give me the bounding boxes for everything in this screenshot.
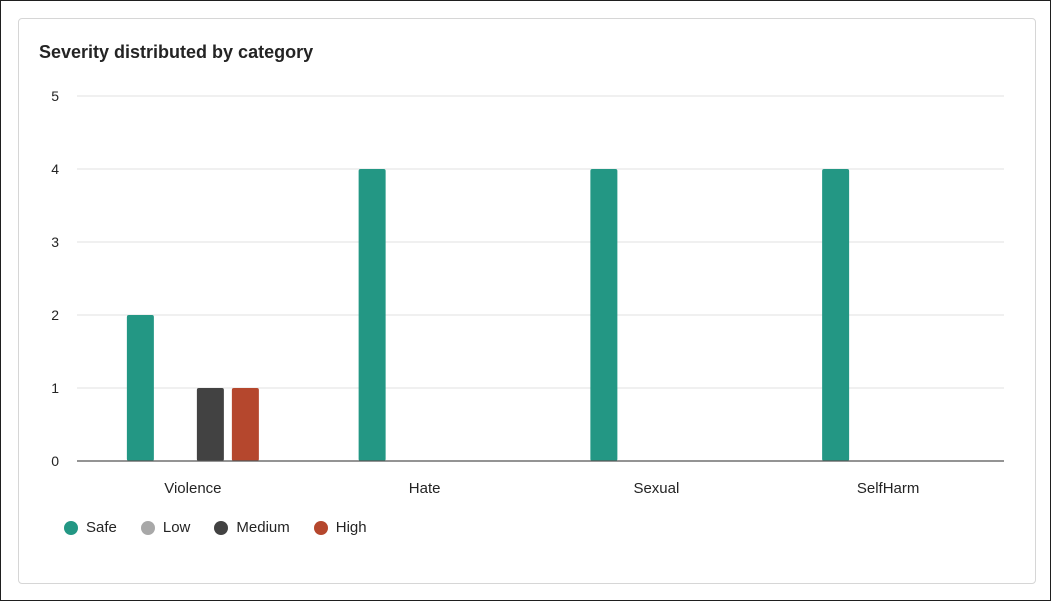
x-tick-label: Sexual [633, 480, 679, 497]
legend-item-medium[interactable]: Medium [214, 519, 290, 536]
y-tick-label: 3 [51, 234, 59, 250]
bar-medium-violence [196, 388, 224, 461]
bar-chart: 0 1 2 3 4 5 Violence Hate Sexual SelfHarm [51, 88, 1004, 497]
x-axis-ticks: Violence Hate Sexual SelfHarm [164, 480, 919, 497]
chart-title: Severity distributed by category [39, 42, 314, 62]
legend-label: Medium [236, 519, 290, 536]
legend-swatch [214, 520, 229, 535]
grid-lines [77, 95, 1004, 389]
legend-swatch [140, 520, 155, 535]
legend-item-safe[interactable]: Safe [64, 519, 117, 536]
x-tick-label: SelfHarm [857, 480, 920, 497]
bar-high-violence [231, 388, 259, 461]
legend-label: High [335, 519, 367, 536]
legend-item-high[interactable]: High [313, 519, 367, 536]
y-tick-label: 1 [51, 380, 59, 396]
chart-legend: Safe Low Medium High [64, 519, 391, 536]
x-tick-label: Hate [409, 480, 441, 497]
bar-safe-selfharm [822, 169, 850, 461]
bar-safe-sexual [590, 169, 618, 461]
legend-swatch [313, 520, 328, 535]
legend-label: Safe [86, 519, 117, 536]
y-tick-label: 0 [51, 453, 59, 469]
x-tick-label: Violence [164, 480, 221, 497]
legend-item-low[interactable]: Low [140, 519, 191, 536]
y-tick-label: 5 [51, 88, 59, 104]
y-tick-label: 4 [51, 161, 59, 177]
y-axis-ticks: 0 1 2 3 4 5 [51, 88, 59, 469]
legend-label: Low [162, 519, 191, 536]
chart-card: Severity distributed by category 0 1 2 3 4 5 … [18, 18, 1036, 584]
bars [126, 169, 955, 462]
legend-swatch [64, 520, 78, 535]
y-tick-label: 2 [51, 307, 59, 323]
bar-safe-hate [358, 169, 386, 461]
bar-safe-violence [126, 315, 154, 461]
